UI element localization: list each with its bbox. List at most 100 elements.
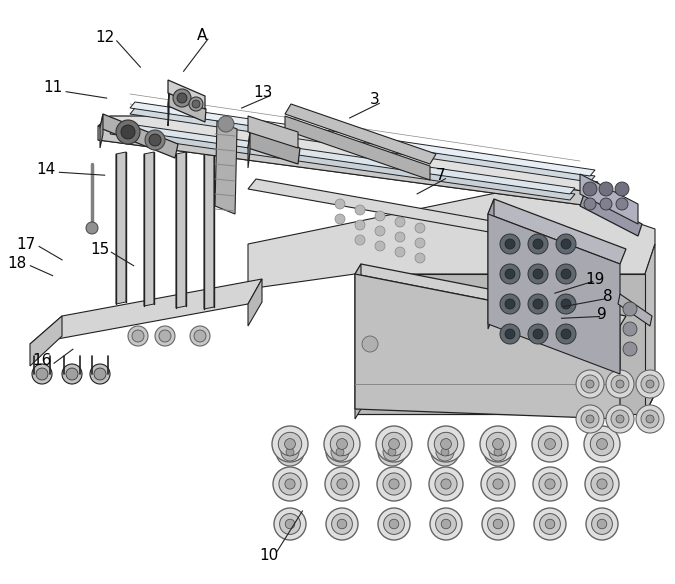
Text: 15: 15 (90, 242, 109, 258)
Circle shape (606, 370, 634, 398)
Polygon shape (116, 152, 126, 304)
Circle shape (429, 467, 463, 501)
Circle shape (481, 467, 515, 501)
Circle shape (597, 519, 607, 529)
Circle shape (545, 439, 556, 450)
Circle shape (90, 364, 110, 384)
Text: 14: 14 (36, 162, 55, 177)
Circle shape (505, 239, 515, 249)
Polygon shape (100, 114, 103, 148)
Circle shape (538, 432, 562, 456)
Circle shape (611, 375, 629, 393)
Circle shape (591, 473, 613, 495)
Circle shape (576, 370, 604, 398)
Circle shape (32, 364, 52, 384)
Circle shape (556, 294, 576, 314)
Circle shape (636, 405, 664, 433)
Circle shape (646, 380, 654, 388)
Circle shape (489, 443, 507, 461)
Circle shape (533, 239, 543, 249)
Circle shape (428, 426, 464, 462)
Circle shape (641, 375, 659, 393)
Circle shape (286, 519, 295, 529)
Polygon shape (130, 102, 595, 176)
Circle shape (395, 247, 405, 257)
Circle shape (326, 508, 358, 540)
Polygon shape (355, 264, 626, 326)
Circle shape (362, 336, 378, 352)
Polygon shape (30, 316, 62, 366)
Circle shape (534, 508, 566, 540)
Circle shape (279, 473, 301, 495)
Circle shape (584, 198, 596, 210)
Circle shape (389, 439, 400, 450)
Circle shape (389, 519, 399, 529)
Circle shape (505, 299, 515, 309)
Circle shape (539, 513, 560, 534)
Circle shape (528, 234, 548, 254)
Circle shape (434, 432, 458, 456)
Polygon shape (176, 152, 186, 308)
Circle shape (388, 448, 396, 456)
Circle shape (415, 223, 425, 233)
Circle shape (581, 375, 599, 393)
Circle shape (500, 234, 520, 254)
Circle shape (335, 214, 345, 224)
Circle shape (355, 220, 365, 230)
Circle shape (556, 264, 576, 284)
Circle shape (132, 330, 144, 342)
Text: A: A (197, 27, 208, 43)
Polygon shape (580, 194, 642, 236)
Polygon shape (645, 244, 655, 414)
Circle shape (441, 479, 451, 489)
Polygon shape (248, 186, 655, 289)
Polygon shape (248, 132, 300, 164)
Polygon shape (248, 279, 262, 326)
Circle shape (500, 324, 520, 344)
Circle shape (584, 426, 620, 462)
Circle shape (378, 508, 410, 540)
Polygon shape (168, 93, 206, 122)
Polygon shape (168, 80, 205, 109)
Circle shape (331, 513, 352, 534)
Circle shape (597, 439, 608, 450)
Circle shape (86, 222, 98, 234)
Circle shape (533, 299, 543, 309)
Circle shape (533, 467, 567, 501)
Circle shape (441, 519, 451, 529)
Circle shape (539, 473, 561, 495)
Polygon shape (98, 116, 598, 192)
Circle shape (383, 443, 401, 461)
Circle shape (636, 370, 664, 398)
Polygon shape (204, 152, 214, 309)
Circle shape (611, 410, 629, 428)
Text: 10: 10 (259, 548, 278, 564)
Circle shape (190, 326, 210, 346)
Circle shape (591, 432, 614, 456)
Circle shape (646, 415, 654, 423)
Circle shape (279, 513, 300, 534)
Polygon shape (488, 199, 494, 329)
Circle shape (377, 467, 411, 501)
Circle shape (561, 269, 571, 279)
Circle shape (149, 134, 161, 146)
Text: 12: 12 (95, 30, 114, 46)
Circle shape (415, 253, 425, 263)
Circle shape (545, 479, 555, 489)
Circle shape (116, 120, 140, 144)
Circle shape (326, 438, 354, 466)
Circle shape (36, 368, 48, 380)
Text: 8: 8 (603, 289, 612, 304)
Polygon shape (248, 116, 298, 148)
Circle shape (128, 326, 148, 346)
Polygon shape (355, 274, 645, 414)
Circle shape (583, 182, 597, 196)
Circle shape (337, 479, 347, 489)
Circle shape (487, 473, 509, 495)
Circle shape (194, 330, 206, 342)
Circle shape (375, 226, 385, 236)
Circle shape (616, 415, 624, 423)
Circle shape (606, 405, 634, 433)
Circle shape (493, 519, 503, 529)
Polygon shape (355, 264, 361, 419)
